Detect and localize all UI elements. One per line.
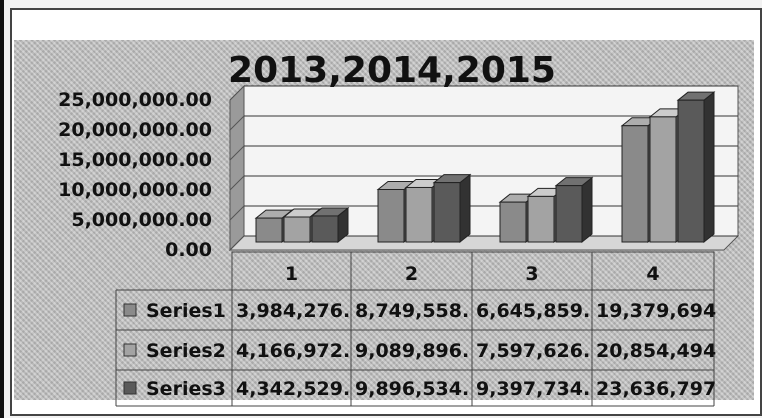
gridline-side (229, 115, 245, 131)
bar-front (621, 125, 649, 243)
x-category-label: 2 (405, 263, 418, 285)
table-value: 9,896,534. (355, 378, 469, 400)
table-value: 3,984,276. (236, 300, 350, 322)
bar-front (433, 182, 461, 243)
bar-front (255, 217, 283, 243)
bar-front (499, 201, 527, 243)
y-tick-label: 5,000,000.00 (71, 209, 212, 231)
y-tick-label: 0.00 (165, 239, 212, 261)
bar-side (703, 91, 715, 244)
bar-front (677, 99, 705, 243)
table-value: 8,749,558. (355, 300, 469, 322)
bar (554, 176, 594, 244)
chart-title: 2013,2014,2015 (228, 50, 556, 91)
bar-front (555, 185, 583, 243)
gridline-side (229, 85, 245, 101)
legend-swatch (123, 343, 137, 357)
table-value: 9,089,896. (355, 340, 469, 362)
bar-front (283, 216, 311, 243)
gridline-side (229, 145, 245, 161)
page-edge (0, 0, 4, 418)
table-value: 20,854,494 (596, 340, 716, 362)
bar-front (527, 195, 555, 243)
bars (254, 91, 716, 244)
table-value: 6,645,859. (476, 300, 590, 322)
y-tick-label: 10,000,000.00 (58, 179, 212, 201)
bar-front (649, 116, 677, 243)
y-tick-label: 15,000,000.00 (58, 149, 212, 171)
y-tick-label: 25,000,000.00 (58, 89, 212, 111)
y-axis: 25,000,000.00 20,000,000.00 15,000,000.00 1… (58, 89, 212, 261)
gridline-side (229, 175, 245, 191)
side-wall (229, 84, 245, 252)
bar-front (405, 186, 433, 243)
bar (310, 206, 350, 244)
bar (676, 91, 716, 244)
legend-swatch (123, 381, 137, 395)
x-category-label: 3 (525, 263, 538, 285)
x-category-label: 4 (646, 263, 659, 285)
table-value: 4,166,972. (236, 340, 350, 362)
legend-swatch (123, 303, 137, 317)
table-header-row (231, 251, 715, 291)
legend-series-name: Series2 (146, 340, 226, 362)
data-table: 1 2 3 4 Series1 3,984,276. 8,749,558. 6,645,859… (115, 251, 716, 407)
table-value: 23,636,797 (596, 378, 716, 400)
table-value: 9,397,734. (476, 378, 590, 400)
bar-front (311, 215, 339, 243)
gridline-side (229, 205, 245, 221)
bar (432, 173, 472, 244)
bar-side (459, 173, 471, 244)
y-tick-label: 20,000,000.00 (58, 119, 212, 141)
legend-series-name: Series3 (146, 378, 226, 400)
x-category-label: 1 (285, 263, 298, 285)
table-value: 19,379,694 (596, 300, 716, 322)
gridline-side (229, 235, 245, 251)
bar-side (581, 176, 593, 244)
bar-front (377, 189, 405, 243)
table-value: 7,597,626. (476, 340, 590, 362)
table-value: 4,342,529. (236, 378, 350, 400)
legend-series-name: Series1 (146, 300, 226, 322)
